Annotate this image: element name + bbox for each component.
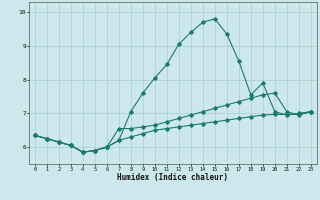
X-axis label: Humidex (Indice chaleur): Humidex (Indice chaleur) — [117, 173, 228, 182]
